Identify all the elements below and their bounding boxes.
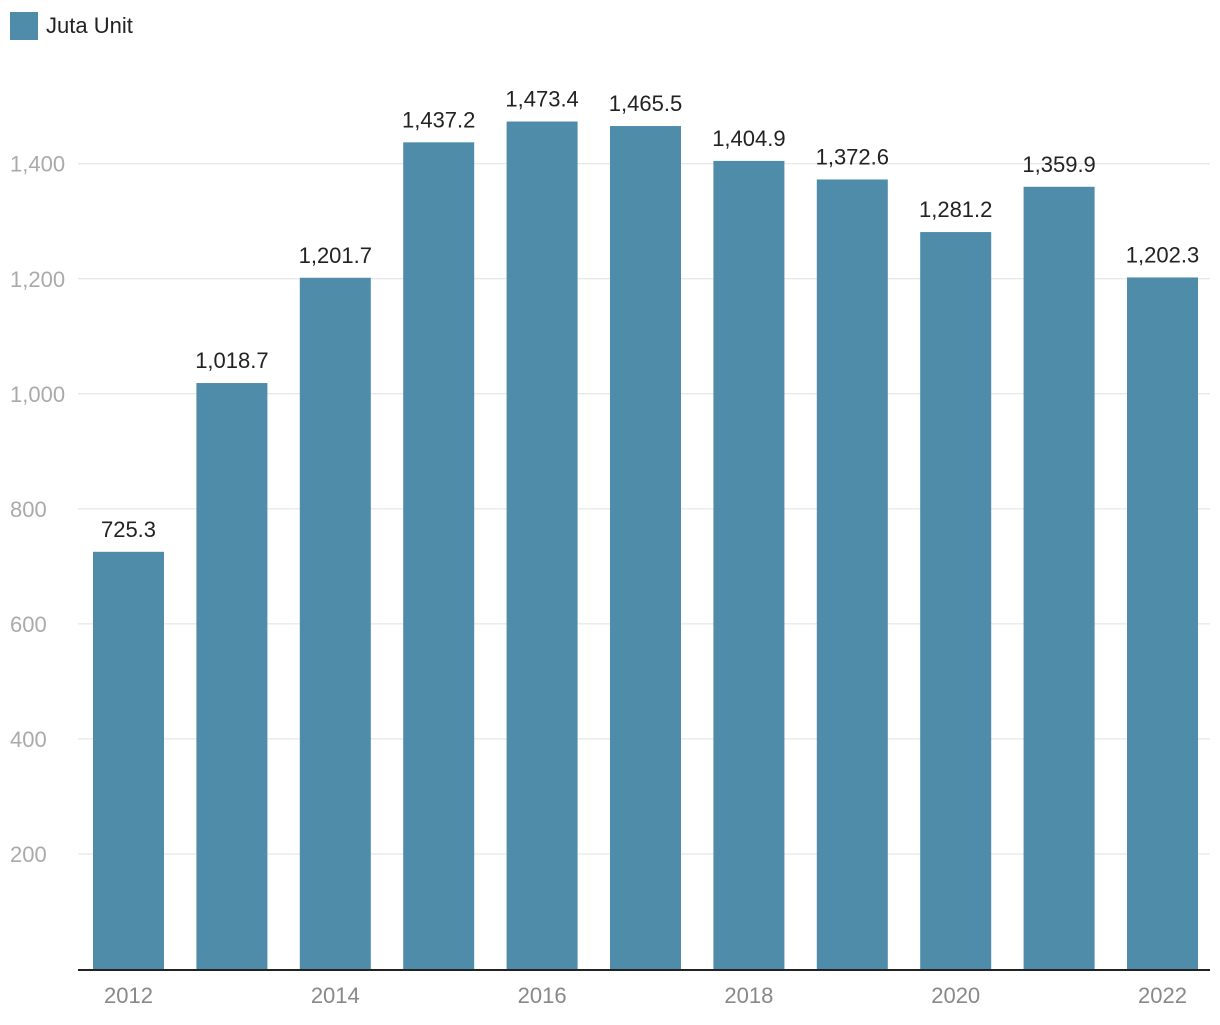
- y-tick-label: 1,200: [10, 267, 65, 292]
- bar: [299, 277, 371, 969]
- bar: [403, 142, 475, 969]
- data-label: 1,404.9: [712, 126, 785, 151]
- x-tick-label: 2016: [518, 983, 567, 1008]
- bar: [713, 160, 785, 970]
- x-tick-label: 2020: [931, 983, 980, 1008]
- x-tick-label: 2012: [104, 983, 153, 1008]
- bar: [1127, 277, 1198, 970]
- y-tick-label: 800: [10, 497, 47, 522]
- bar: [196, 383, 268, 969]
- bar: [816, 179, 888, 970]
- x-tick-label: 2022: [1138, 983, 1187, 1008]
- data-label: 1,437.2: [402, 107, 475, 132]
- x-tick-label: 2018: [724, 983, 773, 1008]
- data-label: 1,473.4: [505, 87, 578, 112]
- legend-swatch: [10, 12, 38, 40]
- legend: Juta Unit: [10, 12, 133, 40]
- bar: [506, 121, 578, 970]
- bar: [93, 551, 164, 969]
- y-tick-label: 400: [10, 727, 47, 752]
- data-label: 1,359.9: [1022, 152, 1095, 177]
- data-label: 1,281.2: [919, 197, 992, 222]
- bar: [1023, 186, 1095, 969]
- data-label: 1,018.7: [195, 348, 268, 373]
- bar: [920, 232, 992, 969]
- data-label: 725.3: [101, 517, 156, 542]
- data-label: 1,465.5: [609, 91, 682, 116]
- data-label: 1,372.6: [816, 144, 889, 169]
- y-tick-label: 1,000: [10, 382, 65, 407]
- legend-label: Juta Unit: [46, 13, 133, 38]
- data-label: 1,201.7: [299, 243, 372, 268]
- x-tick-label: 2014: [311, 983, 360, 1008]
- bar: [610, 126, 681, 969]
- y-tick-label: 600: [10, 612, 47, 637]
- y-tick-label: 200: [10, 842, 47, 867]
- data-label: 1,202.3: [1126, 242, 1199, 267]
- y-tick-label: 1,400: [10, 152, 65, 177]
